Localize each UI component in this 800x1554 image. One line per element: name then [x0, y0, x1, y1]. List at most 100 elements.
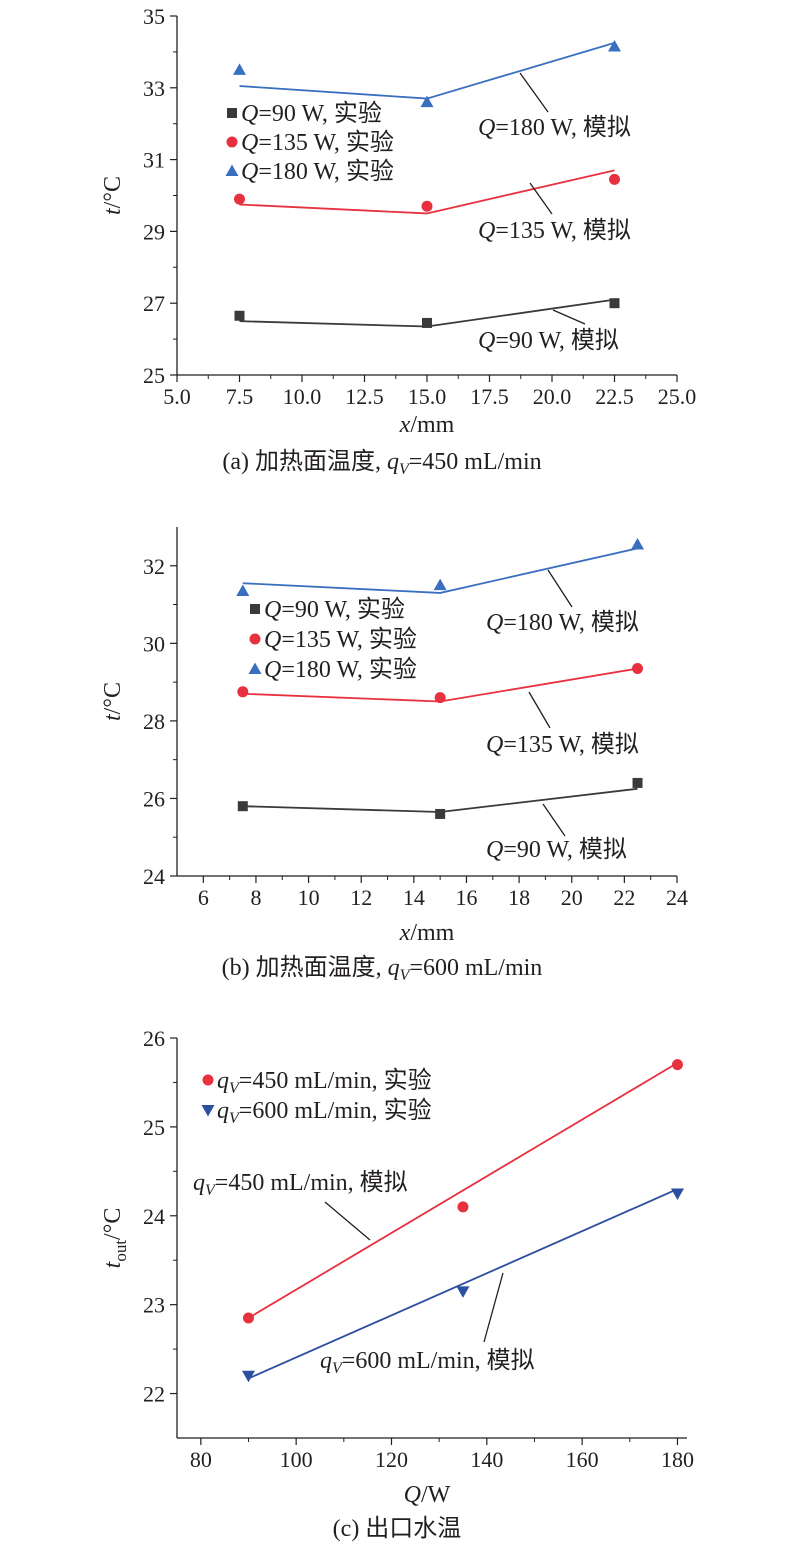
y-tick-label: 29 — [143, 219, 165, 244]
legend-marker — [202, 1074, 214, 1086]
legend-label: Q=90 W, 实验 — [241, 100, 382, 127]
experiment-point — [435, 808, 446, 819]
simulation-annotation: qV=450 mL/min, 模拟 — [193, 1169, 408, 1199]
experiment-point — [234, 310, 245, 321]
experiment-point — [237, 686, 249, 698]
experiment-point — [237, 801, 248, 812]
simulation-annotation: Q=180 W, 模拟 — [486, 609, 639, 636]
experiment-point — [236, 584, 250, 596]
simulation-line-1 — [248, 1062, 678, 1319]
simulation-line-3 — [239, 42, 615, 100]
annotation-leader-line — [552, 309, 586, 325]
experiment-point — [421, 200, 433, 212]
x-tick-label: 12 — [350, 885, 372, 910]
y-tick-label: 32 — [143, 554, 165, 579]
y-tick-label: 24 — [143, 1204, 165, 1229]
legend-label: qV=450 mL/min, 实验 — [217, 1067, 432, 1097]
annotation-leader-line — [547, 569, 573, 608]
chart-panel-1: 5.0 7.5 10.0 12.5 15.0 17.5 20.0 22.5 25.0 25 27 29… — [100, 4, 696, 478]
experiment-point — [433, 578, 447, 591]
x-tick-label: 180 — [661, 1447, 694, 1472]
experiment-point — [233, 63, 246, 75]
legend-marker — [248, 662, 262, 674]
simulation-annotation: Q=180 W, 模拟 — [478, 114, 631, 141]
x-tick-label: 20 — [561, 885, 583, 910]
x-tick-label: 16 — [455, 885, 477, 910]
x-tick-label: 80 — [190, 1447, 212, 1472]
x-tick-label: 25.0 — [658, 384, 697, 409]
experiment-point — [608, 40, 621, 52]
simulation-line-2 — [239, 169, 615, 215]
legend-marker — [201, 1105, 215, 1117]
experiment-point — [234, 193, 245, 205]
experiment-point — [609, 173, 620, 185]
simulation-line-1 — [242, 787, 638, 813]
x-tick-label: 140 — [470, 1447, 503, 1472]
legend-label: Q=135 W, 实验 — [264, 626, 417, 653]
legend-label: Q=180 W, 实验 — [264, 656, 417, 683]
x-tick-label: 7.5 — [226, 384, 254, 409]
legend-label: qV=600 mL/min, 实验 — [217, 1097, 432, 1127]
simulation-annotation: Q=90 W, 模拟 — [486, 836, 627, 863]
x-tick-label: 18 — [508, 885, 530, 910]
simulation-annotation: Q=90 W, 模拟 — [478, 327, 619, 354]
legend-marker — [250, 604, 260, 614]
legend: Q=90 W, 实验Q=135 W, 实验Q=180 W, 实验 — [225, 100, 394, 185]
annotation-leader-line — [519, 72, 549, 113]
y-tick-label: 26 — [143, 786, 165, 811]
legend-marker — [225, 164, 239, 176]
simulation-annotation: Q=135 W, 模拟 — [486, 731, 639, 758]
y-axis-label: tout/°C — [100, 1208, 130, 1269]
y-axis-label: t/°C — [100, 176, 126, 215]
annotation-leader-line — [483, 1272, 504, 1343]
annotation-leader-line — [529, 182, 553, 215]
legend-label: Q=135 W, 实验 — [241, 129, 394, 156]
y-tick-label: 25 — [143, 363, 165, 388]
legend-label: Q=90 W, 实验 — [264, 596, 405, 623]
experiment-point — [609, 298, 620, 309]
experiment-point — [631, 537, 645, 550]
x-tick-label: 5.0 — [163, 384, 191, 409]
x-tick-label: 15.0 — [408, 384, 447, 409]
y-tick-label: 27 — [143, 291, 165, 316]
x-tick-label: 10 — [298, 885, 320, 910]
experiment-point — [670, 1188, 684, 1201]
experiment-point — [241, 1370, 255, 1383]
legend-label: Q=180 W, 实验 — [241, 158, 394, 185]
x-axis-label: x/mm — [399, 920, 455, 946]
simulation-annotation: Q=135 W, 模拟 — [478, 217, 631, 244]
experiment-point — [422, 317, 432, 328]
x-tick-label: 22.5 — [595, 384, 634, 409]
y-tick-label: 28 — [143, 709, 165, 734]
annotation-leader-line — [324, 1201, 371, 1241]
y-tick-label: 33 — [143, 76, 165, 101]
y-tick-label: 25 — [143, 1115, 165, 1140]
panel-caption: (a) 加热面温度, qV=450 mL/min — [222, 448, 541, 478]
experiment-point — [632, 777, 643, 788]
panel-caption: (c) 出口水温 — [333, 1515, 462, 1542]
x-tick-label: 100 — [280, 1447, 313, 1472]
y-tick-label: 30 — [143, 631, 165, 656]
x-tick-label: 6 — [198, 885, 209, 910]
legend: Q=90 W, 实验 Q=135 W, 实验 Q=180 W, 实验 — [248, 596, 417, 683]
annotation-leader-line — [528, 691, 551, 729]
y-tick-label: 26 — [143, 1026, 165, 1051]
experiment-point — [420, 95, 434, 108]
experiment-point — [457, 1201, 469, 1213]
x-tick-label: 160 — [566, 1447, 599, 1472]
legend-marker — [226, 136, 238, 148]
x-axis-label: x/mm — [399, 412, 455, 438]
simulation-line-3 — [242, 547, 638, 594]
y-tick-label: 22 — [143, 1382, 165, 1407]
annotation-leader-line — [542, 803, 566, 837]
chart-panel-2: 6 8 10 12 14 16 18 20 22 24 24 26 28 30 32 x/mm t/°C Q=90… — [100, 527, 688, 984]
experiment-point — [242, 1312, 254, 1324]
y-tick-label: 24 — [143, 864, 165, 889]
x-tick-label: 120 — [375, 1447, 408, 1472]
experiment-point — [456, 1286, 470, 1298]
y-axis-label: t/°C — [100, 682, 126, 721]
panel-caption: (b) 加热面温度, qV=600 mL/min — [222, 954, 543, 984]
x-tick-label: 24 — [666, 885, 688, 910]
